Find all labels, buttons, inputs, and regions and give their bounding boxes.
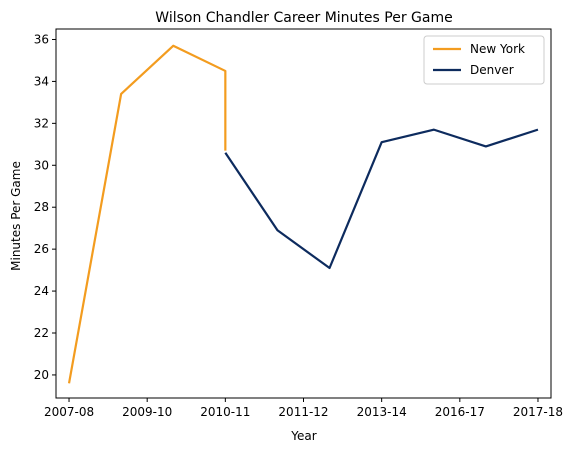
x-axis-label: Year: [290, 429, 316, 443]
y-tick-label: 36: [34, 32, 49, 46]
series-line-2: [224, 128, 539, 270]
x-tick-label: 2016-17: [435, 405, 485, 419]
x-tick-label: 2010-11: [200, 405, 250, 419]
y-tick-label: 26: [34, 242, 49, 256]
x-tick-label: 2017-18: [513, 405, 563, 419]
y-tick-label: 24: [34, 284, 49, 298]
y-tick-label: 20: [34, 368, 49, 382]
y-tick-label: 32: [34, 116, 49, 130]
y-tick-label: 22: [34, 326, 49, 340]
plot-area: [67, 44, 539, 384]
x-tick-label: 2009-10: [122, 405, 172, 419]
x-tick-label: 2013-14: [357, 405, 407, 419]
chart-title: Wilson Chandler Career Minutes Per Game: [155, 10, 452, 26]
x-tick-label: 2007-08: [44, 405, 94, 419]
legend: New York Denver: [423, 35, 545, 85]
legend-label-1: New York: [470, 42, 525, 56]
y-axis-label: Minutes Per Game: [9, 161, 23, 271]
x-tick-label: 2011-12: [278, 405, 328, 419]
y-tick-label: 34: [34, 74, 49, 88]
y-tick-label: 28: [34, 200, 49, 214]
legend-label-2: Denver: [470, 63, 514, 77]
axes: 20 22 24 26 28 30 32 34 36 2007-08 2009-10 2010-11 2…: [34, 28, 563, 419]
y-tick-label: 30: [34, 158, 49, 172]
series-line-1: [67, 44, 227, 384]
